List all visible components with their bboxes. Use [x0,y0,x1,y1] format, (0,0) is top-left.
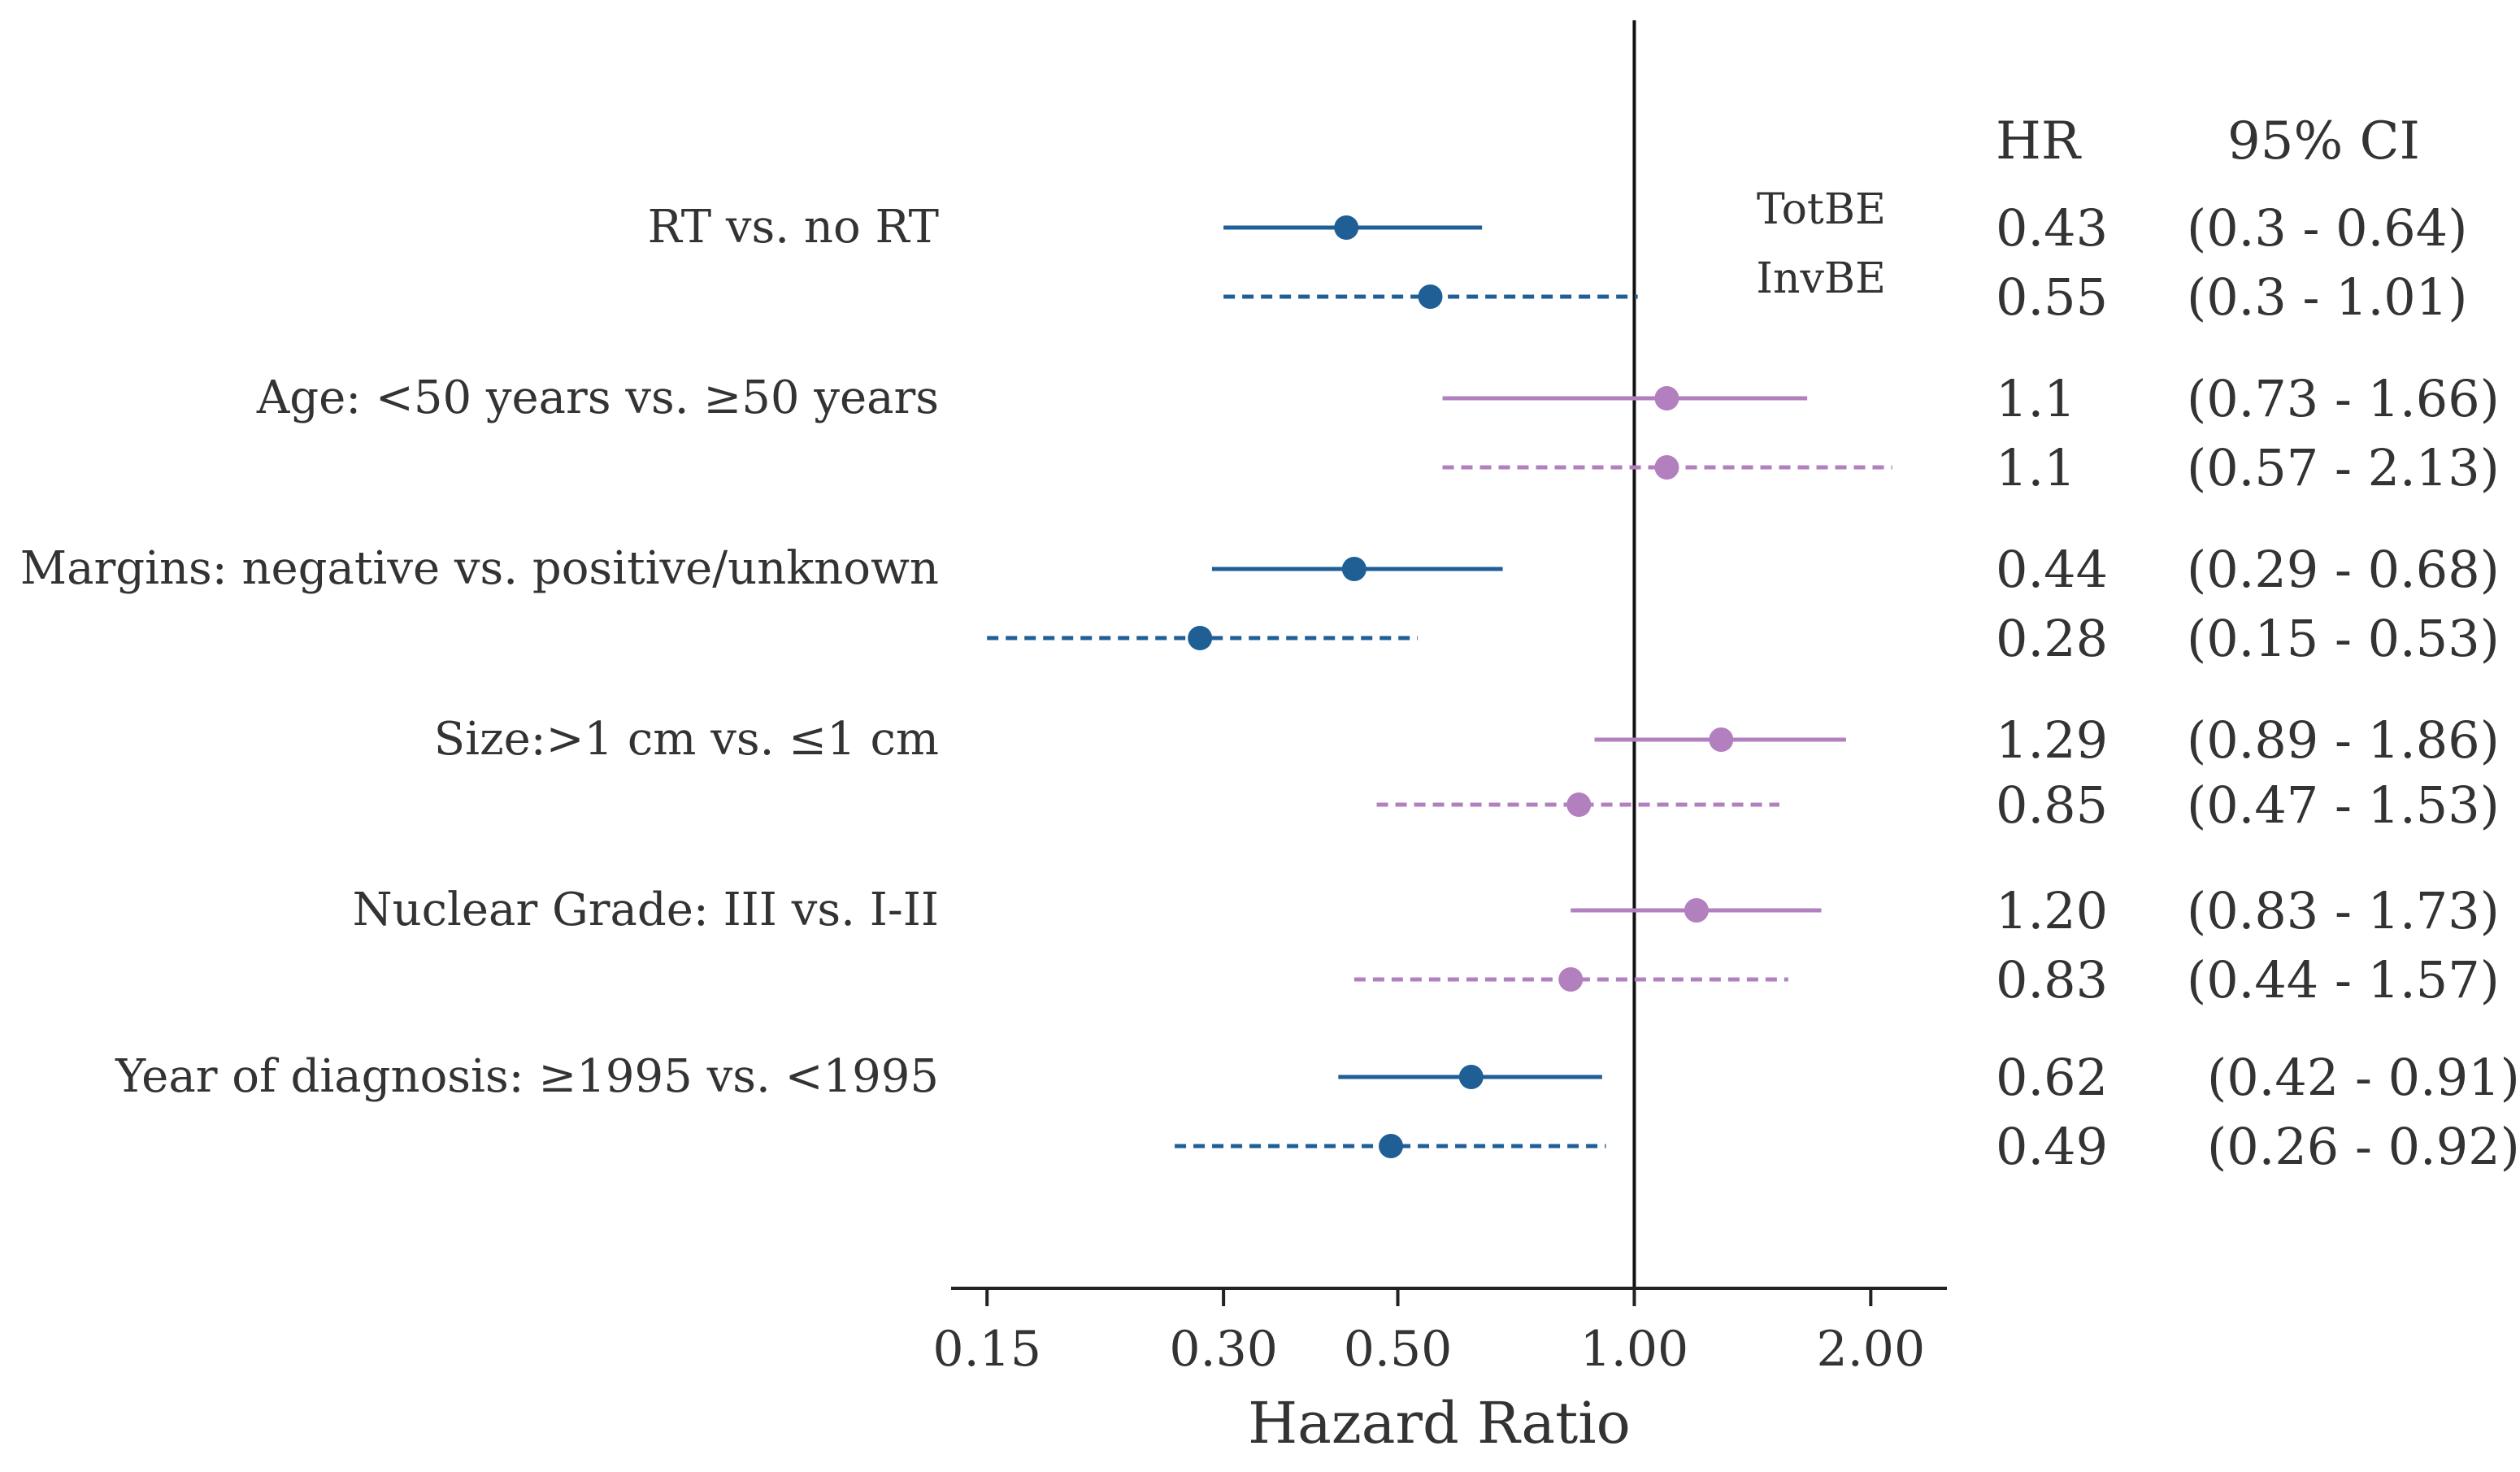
forest-row: Size:>1 cm vs. ≤1 cm 1.29 (0.89 - 1.86) 0.8… [434,710,2500,835]
forest-row: Margins: negative vs. positive/unknown 0.… [20,540,2500,668]
ci-value: (0.83 - 1.73) [2187,881,2500,940]
ci-column-header: 95% CI [2227,111,2420,172]
hr-point-invbe [1654,455,1679,480]
forest-row: Year of diagnosis: ≥1995 vs. <1995 0.62 (0… [115,1048,2520,1176]
row-label: Year of diagnosis: ≥1995 vs. <1995 [115,1050,939,1103]
x-tick-label: 1.00 [1580,1321,1689,1378]
hr-point-totbe [1684,898,1709,923]
hr-point-invbe [1418,284,1443,309]
ci-value: (0.3 - 0.64) [2187,198,2467,258]
hr-value: 0.28 [1996,609,2108,668]
hr-value: 0.55 [1996,267,2108,327]
x-tick-label: 0.30 [1169,1321,1278,1378]
x-tick-label: 2.00 [1817,1321,1926,1378]
ci-value: (0.73 - 1.66) [2187,369,2500,428]
hr-point-totbe [1341,557,1366,581]
forest-rows: RT vs. no RT 0.43 (0.3 - 0.64) 0.55 (0.3 - 1… [20,198,2520,1176]
ci-value: (0.29 - 0.68) [2187,540,2500,599]
hr-value: 1.1 [1996,369,2076,428]
hr-point-totbe [1709,727,1734,752]
hr-value: 0.83 [1996,950,2108,1010]
hr-value: 0.62 [1996,1048,2108,1107]
hr-value: 0.49 [1996,1117,2108,1176]
hr-value: 1.20 [1996,881,2108,940]
ci-value: (0.57 - 2.13) [2187,438,2500,497]
hr-point-invbe [1566,792,1592,817]
row-label: Margins: negative vs. positive/unknown [20,542,939,595]
forest-row: RT vs. no RT 0.43 (0.3 - 0.64) 0.55 (0.3 - 1… [648,198,2468,327]
x-axis-title: Hazard Ratio [1248,1390,1631,1457]
ci-value: (0.3 - 1.01) [2187,267,2467,327]
ci-value: (0.44 - 1.57) [2187,950,2500,1010]
row-label: Nuclear Grade: III vs. I-II [353,884,939,936]
forest-row: Nuclear Grade: III vs. I-II 1.20 (0.83 - 1… [353,881,2500,1010]
hr-value: 0.43 [1996,198,2108,258]
row-label: Age: <50 years vs. ≥50 years [256,371,939,424]
hr-value: 0.85 [1996,775,2108,835]
hr-value: 1.1 [1996,438,2076,497]
ci-value: (0.89 - 1.86) [2187,710,2500,770]
ci-value: (0.15 - 0.53) [2187,609,2500,668]
hr-value: 1.29 [1996,710,2108,770]
ci-value: (0.47 - 1.53) [2187,775,2500,835]
legend-label-totbe: TotBE [1757,185,1886,234]
hr-point-totbe [1334,215,1359,240]
hr-point-totbe [1458,1065,1484,1089]
hr-column-header: HR [1996,111,2082,172]
table-header: HR 95% CI TotBE InvBE [1756,111,2419,303]
ci-value: (0.26 - 0.92) [2207,1117,2520,1176]
x-tick-label: 0.15 [932,1321,1041,1378]
hr-point-invbe [1379,1134,1404,1158]
hr-value: 0.44 [1996,540,2108,599]
forest-row: Age: <50 years vs. ≥50 years 1.1 (0.73 - 1… [256,369,2500,497]
row-label: RT vs. no RT [648,201,939,254]
legend-label-invbe: InvBE [1756,254,1886,303]
x-tick-label: 0.50 [1344,1321,1453,1378]
hr-point-totbe [1654,386,1679,410]
ci-value: (0.42 - 0.91) [2207,1048,2520,1107]
hr-point-invbe [1188,626,1213,650]
row-label: Size:>1 cm vs. ≤1 cm [434,713,939,766]
hr-point-invbe [1558,967,1584,992]
x-axis: 0.15 0.30 0.50 1.00 2.00 Hazard Ratio [932,1287,1947,1457]
